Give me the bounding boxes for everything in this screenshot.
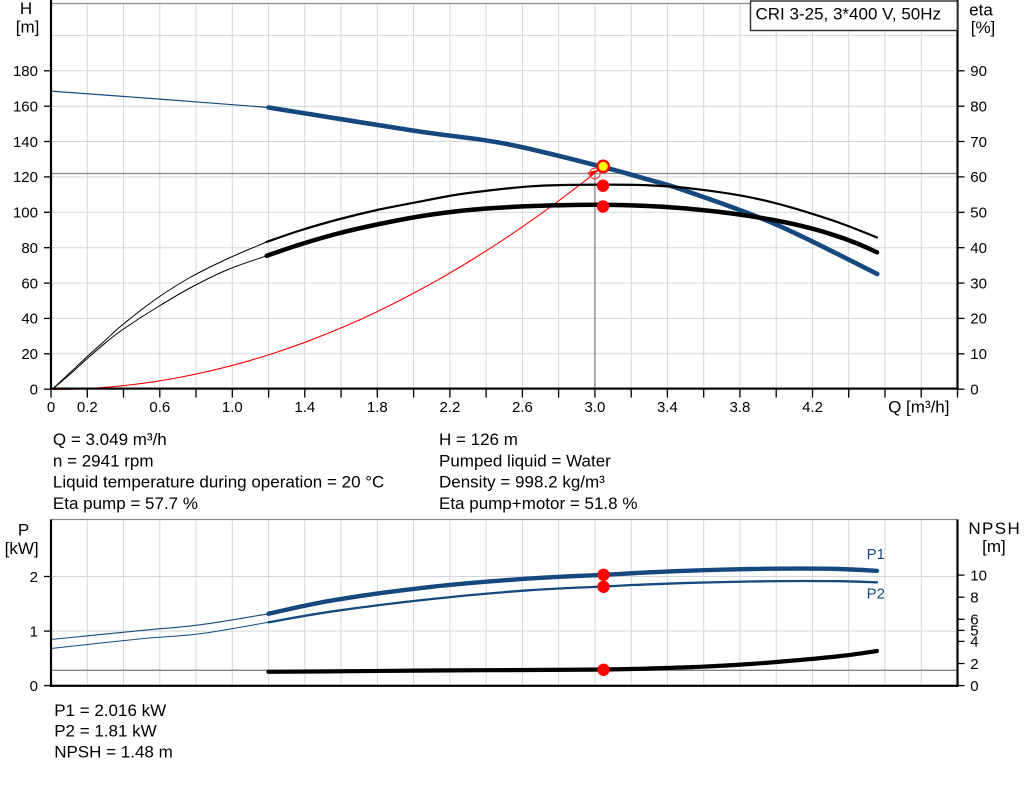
svg-text:2: 2 bbox=[970, 656, 978, 673]
svg-text:H = 126 m: H = 126 m bbox=[439, 430, 518, 449]
svg-text:3.4: 3.4 bbox=[657, 399, 678, 416]
svg-text:4.2: 4.2 bbox=[802, 399, 823, 416]
svg-text:0.2: 0.2 bbox=[77, 399, 98, 416]
svg-text:8: 8 bbox=[970, 590, 978, 607]
svg-text:120: 120 bbox=[13, 169, 38, 186]
svg-text:40: 40 bbox=[21, 311, 38, 328]
svg-text:10: 10 bbox=[970, 346, 987, 363]
svg-text:[m]: [m] bbox=[16, 18, 40, 37]
svg-text:[m]: [m] bbox=[982, 537, 1006, 556]
svg-text:80: 80 bbox=[21, 240, 38, 257]
svg-text:P1 = 2.016 kW: P1 = 2.016 kW bbox=[54, 701, 166, 720]
svg-text:3.8: 3.8 bbox=[729, 399, 750, 416]
svg-text:60: 60 bbox=[970, 169, 987, 186]
svg-text:1.0: 1.0 bbox=[222, 399, 243, 416]
svg-text:60: 60 bbox=[21, 275, 38, 292]
svg-text:1.8: 1.8 bbox=[367, 399, 388, 416]
svg-text:Eta pump = 57.7 %: Eta pump = 57.7 % bbox=[53, 494, 198, 513]
svg-text:40: 40 bbox=[970, 240, 987, 257]
svg-text:20: 20 bbox=[970, 311, 987, 328]
svg-text:P1: P1 bbox=[867, 546, 885, 563]
svg-text:20: 20 bbox=[21, 346, 38, 363]
svg-text:2: 2 bbox=[30, 569, 38, 586]
svg-text:NPSH: NPSH bbox=[968, 519, 1021, 538]
svg-text:P2: P2 bbox=[867, 586, 885, 603]
svg-text:P2 = 1.81 kW: P2 = 1.81 kW bbox=[54, 722, 157, 741]
svg-text:0: 0 bbox=[970, 678, 978, 695]
svg-text:Density = 998.2 kg/m³: Density = 998.2 kg/m³ bbox=[439, 473, 605, 492]
svg-text:1: 1 bbox=[30, 623, 38, 640]
svg-text:0: 0 bbox=[970, 382, 978, 399]
svg-text:70: 70 bbox=[970, 134, 987, 151]
svg-text:Liquid temperature during oper: Liquid temperature during operation = 20… bbox=[53, 473, 384, 492]
svg-text:80: 80 bbox=[970, 99, 987, 116]
svg-text:2.6: 2.6 bbox=[512, 399, 533, 416]
svg-text:6: 6 bbox=[970, 612, 978, 629]
svg-text:3.0: 3.0 bbox=[584, 399, 605, 416]
svg-text:140: 140 bbox=[13, 134, 38, 151]
svg-text:2.2: 2.2 bbox=[439, 399, 460, 416]
svg-text:30: 30 bbox=[970, 275, 987, 292]
svg-text:Q = 3.049 m³/h: Q = 3.049 m³/h bbox=[53, 430, 167, 449]
svg-text:0.6: 0.6 bbox=[149, 399, 170, 416]
svg-text:Q [m³/h]: Q [m³/h] bbox=[888, 397, 949, 416]
svg-text:eta: eta bbox=[969, 0, 993, 19]
svg-text:n = 2941 rpm: n = 2941 rpm bbox=[53, 451, 154, 470]
svg-text:180: 180 bbox=[13, 63, 38, 80]
svg-text:[%]: [%] bbox=[971, 18, 996, 37]
svg-text:1.4: 1.4 bbox=[294, 399, 315, 416]
svg-text:160: 160 bbox=[13, 99, 38, 116]
svg-text:Pumped liquid = Water: Pumped liquid = Water bbox=[439, 451, 611, 470]
svg-text:0: 0 bbox=[30, 382, 38, 399]
svg-text:NPSH = 1.48 m: NPSH = 1.48 m bbox=[54, 742, 173, 761]
svg-text:Eta pump+motor = 51.8 %: Eta pump+motor = 51.8 % bbox=[439, 494, 637, 513]
svg-text:50: 50 bbox=[970, 205, 987, 222]
svg-text:100: 100 bbox=[13, 205, 38, 222]
svg-text:5: 5 bbox=[970, 623, 978, 640]
svg-text:[kW]: [kW] bbox=[5, 539, 39, 558]
svg-text:90: 90 bbox=[970, 63, 987, 80]
svg-text:P: P bbox=[18, 521, 29, 540]
svg-text:0: 0 bbox=[47, 399, 55, 416]
svg-text:4: 4 bbox=[970, 634, 978, 651]
svg-text:CRI 3-25, 3*400 V, 50Hz: CRI 3-25, 3*400 V, 50Hz bbox=[756, 4, 942, 23]
svg-text:0: 0 bbox=[30, 678, 38, 695]
svg-text:10: 10 bbox=[970, 567, 987, 584]
svg-text:H: H bbox=[20, 0, 32, 18]
